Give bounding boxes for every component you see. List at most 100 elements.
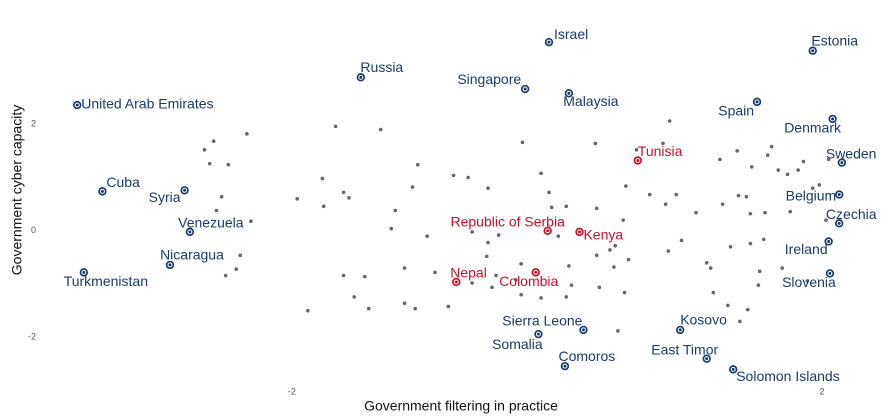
point <box>433 270 437 275</box>
point-label: Slovenia <box>782 274 836 290</box>
point <box>490 285 494 290</box>
point <box>667 119 672 123</box>
point-ring <box>535 331 541 337</box>
point <box>389 226 394 231</box>
point <box>626 257 631 262</box>
point-ring <box>810 48 816 54</box>
point-ring <box>580 327 586 333</box>
point <box>593 141 598 146</box>
point <box>720 202 725 206</box>
point-ring <box>830 116 836 122</box>
point <box>769 144 774 149</box>
point <box>539 171 543 176</box>
point-ring <box>826 238 832 244</box>
point-label: Colombia <box>499 273 558 289</box>
point <box>817 183 822 187</box>
point <box>748 211 753 216</box>
point <box>245 132 249 136</box>
point <box>597 285 602 290</box>
x-axis-title: Government filtering in practice <box>364 398 558 414</box>
point-label: Comoros <box>559 348 616 364</box>
point <box>549 205 554 210</box>
point <box>341 190 346 195</box>
point <box>556 234 561 238</box>
point <box>486 240 490 245</box>
point-label: East Timor <box>651 341 718 357</box>
point-label: Czechia <box>826 206 877 222</box>
point-ring <box>704 356 710 362</box>
point-label: Sweden <box>826 145 877 161</box>
point <box>295 197 300 201</box>
point <box>663 202 668 206</box>
point <box>780 266 785 270</box>
y-tick-label: 2 <box>31 119 36 129</box>
point-ring <box>358 74 364 80</box>
point-ring <box>74 102 80 108</box>
point <box>451 173 456 178</box>
point-ring <box>167 262 173 268</box>
point <box>514 278 518 282</box>
point <box>494 273 498 278</box>
point-ring <box>533 269 539 275</box>
point-ring <box>576 229 582 235</box>
point <box>608 248 612 252</box>
point <box>564 204 569 209</box>
point <box>757 269 762 274</box>
point-label: Spain <box>718 103 754 119</box>
x-tick-label: 2 <box>819 386 824 396</box>
point <box>666 249 671 253</box>
point <box>306 308 310 313</box>
point <box>484 254 489 259</box>
point-label: Denmark <box>784 120 842 136</box>
point <box>347 195 351 200</box>
point <box>826 157 831 162</box>
point-label: Estonia <box>811 32 858 48</box>
point-ring <box>836 220 842 226</box>
point <box>748 241 753 246</box>
point <box>470 281 474 285</box>
point <box>219 194 224 199</box>
point <box>810 186 815 190</box>
point <box>756 283 761 287</box>
point <box>674 192 679 197</box>
point <box>805 279 810 283</box>
point <box>708 266 713 270</box>
point <box>446 304 451 309</box>
point <box>776 168 781 172</box>
point <box>613 243 618 248</box>
point <box>801 159 806 164</box>
point-ring <box>566 90 572 96</box>
point <box>621 218 626 222</box>
point-label: Syria <box>149 189 181 205</box>
point <box>736 193 741 198</box>
point <box>763 210 767 215</box>
point <box>616 329 620 333</box>
point <box>564 295 569 299</box>
point <box>366 306 371 311</box>
point <box>207 161 212 166</box>
point <box>234 267 239 271</box>
point <box>594 253 599 258</box>
point-label: Kosovo <box>680 312 727 328</box>
point <box>413 306 417 311</box>
point-ring <box>836 192 842 198</box>
point-ring <box>99 188 105 194</box>
point <box>634 148 639 152</box>
point <box>202 148 207 152</box>
point <box>211 139 216 144</box>
point <box>622 290 627 295</box>
point-ring <box>730 366 736 372</box>
point <box>785 172 790 177</box>
point <box>824 218 828 222</box>
point <box>393 208 398 213</box>
point <box>226 162 231 167</box>
point <box>594 206 599 211</box>
point <box>466 175 470 180</box>
point-ring <box>754 99 760 105</box>
point <box>612 265 616 269</box>
point <box>238 253 243 258</box>
point <box>745 307 750 312</box>
point <box>569 283 574 287</box>
point <box>744 194 749 199</box>
